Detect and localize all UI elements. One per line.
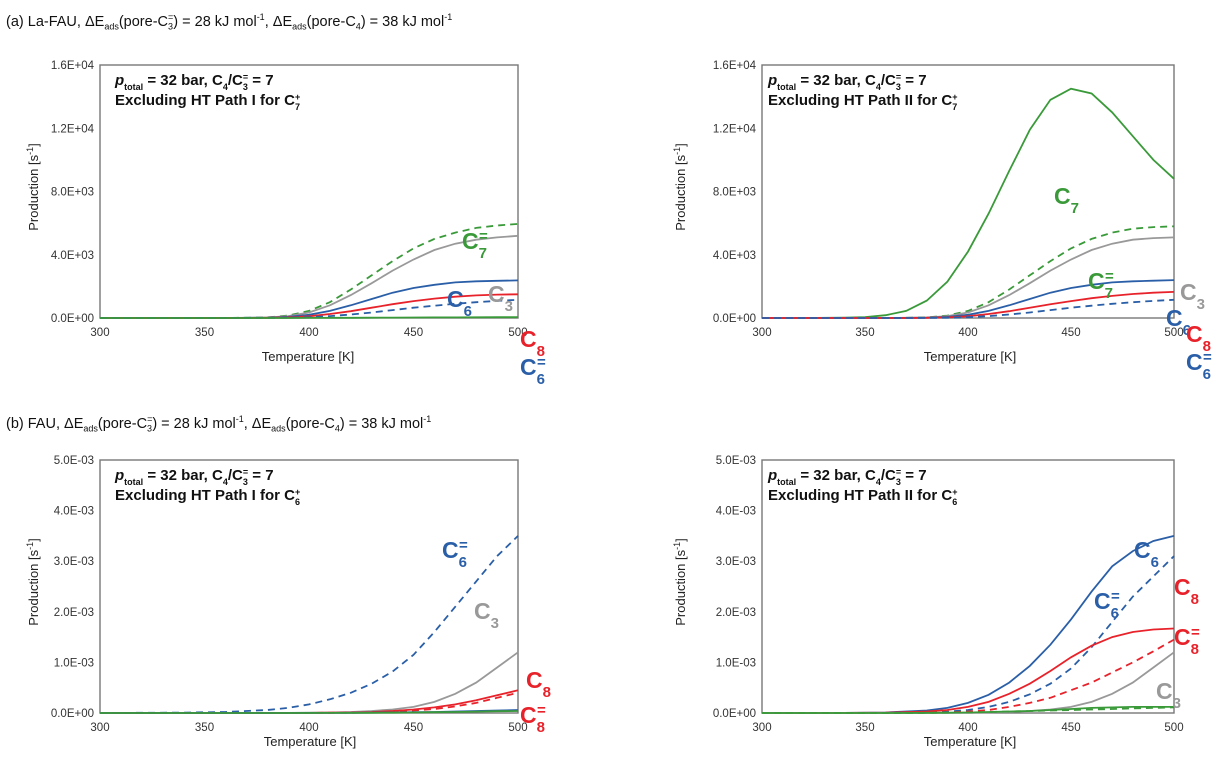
x-axis-label: Temperature [K] bbox=[262, 349, 355, 364]
y-tick-label: 8.0E+03 bbox=[713, 187, 756, 199]
x-tick-label: 300 bbox=[90, 327, 109, 339]
y-tick-label: 2.0E-03 bbox=[54, 607, 94, 619]
y-tick-label: 3.0E-03 bbox=[716, 556, 756, 568]
y-tick-label: 4.0E+03 bbox=[51, 250, 94, 262]
series-label: C8 bbox=[1186, 321, 1211, 355]
x-tick-label: 300 bbox=[752, 722, 771, 734]
series-label: C7 bbox=[1054, 183, 1079, 217]
series-label: C7= bbox=[1088, 268, 1114, 302]
x-tick-label: 500 bbox=[1164, 722, 1183, 734]
y-tick-label: 5.0E-03 bbox=[54, 455, 94, 467]
x-tick-label: 350 bbox=[855, 327, 874, 339]
x-axis-label: Temperature [K] bbox=[924, 734, 1017, 749]
y-axis-label: Production [s-1] bbox=[672, 538, 688, 626]
x-tick-label: 400 bbox=[299, 722, 318, 734]
section-a-title: (a) La-FAU, ΔEads(pore-C3=) = 28 kJ mol-… bbox=[6, 12, 453, 32]
series-label: C6= bbox=[442, 537, 468, 571]
condition-line-1: ptotal = 32 bar, C4/C3= = 7 bbox=[114, 467, 274, 487]
condition-line-2: Excluding HT Path I for C6+ bbox=[115, 487, 300, 507]
condition-line-1: ptotal = 32 bar, C4/C3= = 7 bbox=[767, 467, 927, 487]
x-tick-label: 500 bbox=[508, 327, 527, 339]
series-label: C7= bbox=[462, 228, 488, 262]
y-tick-label: 3.0E-03 bbox=[54, 556, 94, 568]
series-line-c7-olefin bbox=[762, 706, 1175, 714]
series-label: C6 bbox=[1134, 537, 1159, 571]
series-label: C3 bbox=[1180, 279, 1205, 313]
x-axis-label: Temperature [K] bbox=[264, 734, 357, 749]
series-label: C6= bbox=[1186, 349, 1212, 383]
series-label: C6 bbox=[1166, 305, 1191, 339]
condition-line-2: Excluding HT Path II for C7+ bbox=[768, 92, 957, 112]
series-label: C6= bbox=[1094, 588, 1120, 622]
x-tick-label: 400 bbox=[958, 327, 977, 339]
series-label: C3 bbox=[488, 281, 513, 315]
x-axis-label: Temperature [K] bbox=[924, 349, 1017, 364]
y-tick-label: 4.0E-03 bbox=[716, 506, 756, 518]
y-axis-label: Production [s-1] bbox=[25, 143, 41, 231]
series-line-c8 bbox=[762, 627, 1175, 714]
x-tick-label: 450 bbox=[1061, 327, 1080, 339]
chart-panel-b-left: 300 350 400 450 500 0.0E+00 1.0E-03 2.0E-03 3.0E… bbox=[25, 455, 551, 749]
section-b-title: (b) FAU, ΔEads(pore-C3=) = 28 kJ mol-1, … bbox=[6, 414, 432, 434]
chart-panel-b-right: 300 350 400 450 500 0.0E+00 1.0E-03 2.0E-03 3.0E… bbox=[672, 455, 1200, 749]
x-tick-label: 500 bbox=[508, 722, 527, 734]
y-tick-label: 1.2E+04 bbox=[713, 123, 757, 135]
x-tick-label: 450 bbox=[1061, 722, 1080, 734]
x-tick-label: 400 bbox=[299, 327, 318, 339]
y-tick-label: 4.0E+03 bbox=[713, 250, 756, 262]
series-line-c6 bbox=[762, 535, 1175, 714]
series-line-c6-olefin bbox=[762, 298, 1175, 319]
x-tick-label: 450 bbox=[404, 327, 423, 339]
x-tick-label: 350 bbox=[195, 327, 214, 339]
series-label: C6 bbox=[447, 286, 472, 320]
series-line-c8-olefin bbox=[100, 691, 519, 714]
chart-panel-a-left: 300 350 400 450 500 0.0E+00 4.0E+03 8.0E+03 1.2E… bbox=[25, 60, 546, 388]
condition-line-1: ptotal = 32 bar, C4/C3= = 7 bbox=[114, 72, 274, 92]
y-axis-label: Production [s-1] bbox=[25, 538, 41, 626]
series-label: C3 bbox=[474, 598, 499, 632]
y-tick-label: 0.0E+00 bbox=[713, 313, 756, 325]
y-tick-label: 2.0E-03 bbox=[716, 607, 756, 619]
y-tick-label: 1.0E-03 bbox=[54, 657, 94, 669]
x-tick-label: 500 bbox=[1164, 327, 1183, 339]
chart-panel-a-right: 300 350 400 450 500 0.0E+00 4.0E+03 8.0E+03 1.2E… bbox=[672, 60, 1212, 383]
x-tick-label: 400 bbox=[958, 722, 977, 734]
series-line-c3 bbox=[762, 651, 1175, 714]
y-tick-label: 8.0E+03 bbox=[51, 187, 94, 199]
x-tick-label: 450 bbox=[404, 722, 423, 734]
y-tick-label: 0.0E+00 bbox=[713, 708, 756, 720]
series-label: C8 bbox=[1174, 574, 1199, 608]
condition-line-2: Excluding HT Path I for C7+ bbox=[115, 92, 300, 112]
y-axis-label: Production [s-1] bbox=[672, 143, 688, 231]
x-tick-label: 350 bbox=[195, 722, 214, 734]
series-line-c7 bbox=[100, 316, 518, 319]
y-tick-label: 0.0E+00 bbox=[51, 708, 94, 720]
y-tick-label: 4.0E-03 bbox=[54, 506, 94, 518]
series-label: C8= bbox=[520, 702, 546, 736]
series-label: C3 bbox=[1156, 678, 1181, 712]
y-tick-label: 5.0E-03 bbox=[716, 455, 756, 467]
series-label: C6= bbox=[520, 354, 546, 388]
x-tick-label: 300 bbox=[90, 722, 109, 734]
series-line-c6-olefin bbox=[762, 555, 1175, 714]
condition-line-2: Excluding HT Path II for C6+ bbox=[768, 487, 957, 507]
x-tick-label: 350 bbox=[855, 722, 874, 734]
series-line-c7 bbox=[100, 710, 519, 714]
condition-line-1: ptotal = 32 bar, C4/C3= = 7 bbox=[767, 72, 927, 92]
y-tick-label: 0.0E+00 bbox=[51, 313, 94, 325]
y-tick-label: 1.6E+04 bbox=[51, 60, 95, 72]
y-tick-label: 1.6E+04 bbox=[713, 60, 757, 72]
y-tick-label: 1.0E-03 bbox=[716, 657, 756, 669]
y-tick-label: 1.2E+04 bbox=[51, 123, 95, 135]
series-label: C8= bbox=[1174, 624, 1200, 658]
series-label: C8 bbox=[520, 326, 545, 360]
series-label: C8 bbox=[526, 667, 551, 701]
x-tick-label: 300 bbox=[752, 327, 771, 339]
